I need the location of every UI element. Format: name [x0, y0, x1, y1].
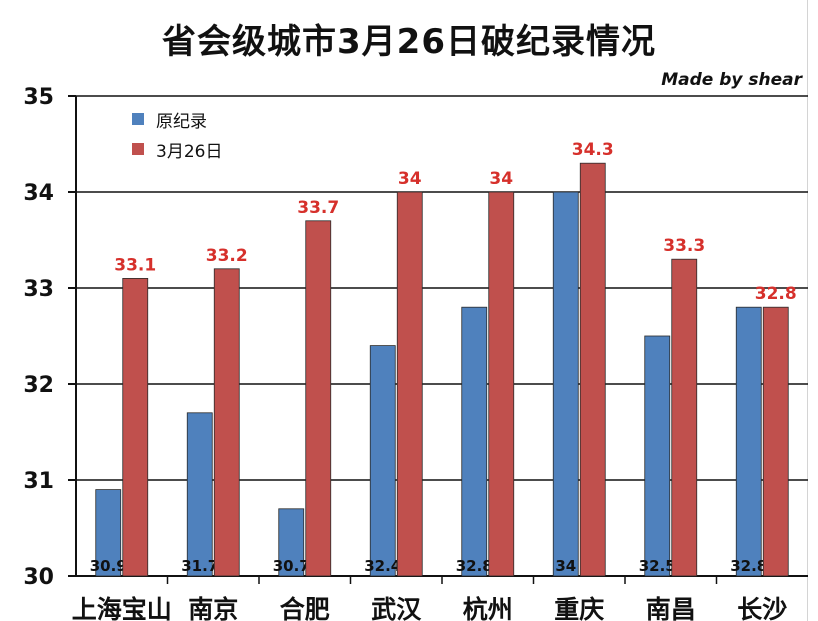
- bar-original-0: [95, 489, 122, 577]
- xtick-label-4: 杭州: [463, 595, 513, 621]
- legend-swatch-original: [132, 113, 144, 125]
- data-label-march26-6: 33.3: [663, 236, 705, 256]
- bar-original-6: [644, 335, 671, 577]
- chart-credit: Made by shear: [661, 70, 802, 90]
- data-label-march26-4: 34: [489, 169, 513, 189]
- data-label-original-3: 32.4: [364, 557, 401, 575]
- bar-original-7: [735, 306, 762, 577]
- data-label-march26-3: 34: [398, 169, 422, 189]
- bar-original-3: [369, 345, 396, 577]
- bar-original-1: [186, 412, 213, 577]
- chart-legend: 原纪录 3月26日: [132, 104, 222, 164]
- bar-original-2: [278, 508, 305, 577]
- legend-swatch-march26: [132, 143, 144, 155]
- xtick-label-5: 重庆: [554, 595, 604, 621]
- data-label-original-6: 32.5: [639, 557, 676, 575]
- bar-march26-1: [213, 268, 240, 577]
- data-label-original-5: 34: [555, 557, 576, 575]
- bar-original-5: [552, 191, 579, 577]
- xtick-label-1: 南京: [188, 595, 238, 621]
- data-label-march26-2: 33.7: [297, 198, 339, 218]
- ytick-label-5: 35: [23, 85, 54, 110]
- bar-march26-4: [488, 191, 515, 577]
- bar-march26-5: [579, 162, 606, 577]
- data-label-march26-1: 33.2: [206, 246, 248, 266]
- ytick-label-3: 33: [23, 277, 54, 302]
- legend-label-march26: 3月26日: [156, 141, 223, 162]
- bar-march26-0: [122, 277, 149, 577]
- ytick-label-4: 34: [23, 181, 54, 206]
- xtick-label-3: 武汉: [371, 595, 422, 621]
- xtick-label-7: 长沙: [737, 595, 787, 621]
- bar-march26-6: [671, 258, 698, 577]
- data-label-original-7: 32.8: [730, 557, 767, 575]
- legend-label-original: 原纪录: [156, 111, 207, 132]
- bar-march26-2: [305, 220, 332, 577]
- ytick-label-0: 30: [23, 565, 54, 590]
- xtick-label-0: 上海宝山: [72, 595, 172, 621]
- legend-item-original: 原纪录: [132, 104, 222, 134]
- xtick-label-2: 合肥: [280, 595, 330, 621]
- legend-item-march26: 3月26日: [132, 134, 222, 164]
- bar-march26-3: [396, 191, 423, 577]
- ytick-label-1: 31: [23, 469, 54, 494]
- bar-march26-7: [762, 306, 789, 577]
- data-label-original-4: 32.8: [456, 557, 493, 575]
- data-label-march26-7: 32.8: [755, 284, 797, 304]
- chart-title: 省会级城市3月26日破纪录情况: [162, 22, 656, 62]
- data-label-original-0: 30.9: [90, 557, 127, 575]
- data-label-march26-0: 33.1: [114, 255, 156, 275]
- data-label-original-1: 31.7: [181, 557, 218, 575]
- ytick-label-2: 32: [23, 373, 54, 398]
- data-label-original-2: 30.7: [273, 557, 310, 575]
- data-label-march26-5: 34.3: [572, 140, 614, 160]
- bar-original-4: [461, 306, 488, 577]
- xtick-label-6: 南昌: [646, 595, 696, 621]
